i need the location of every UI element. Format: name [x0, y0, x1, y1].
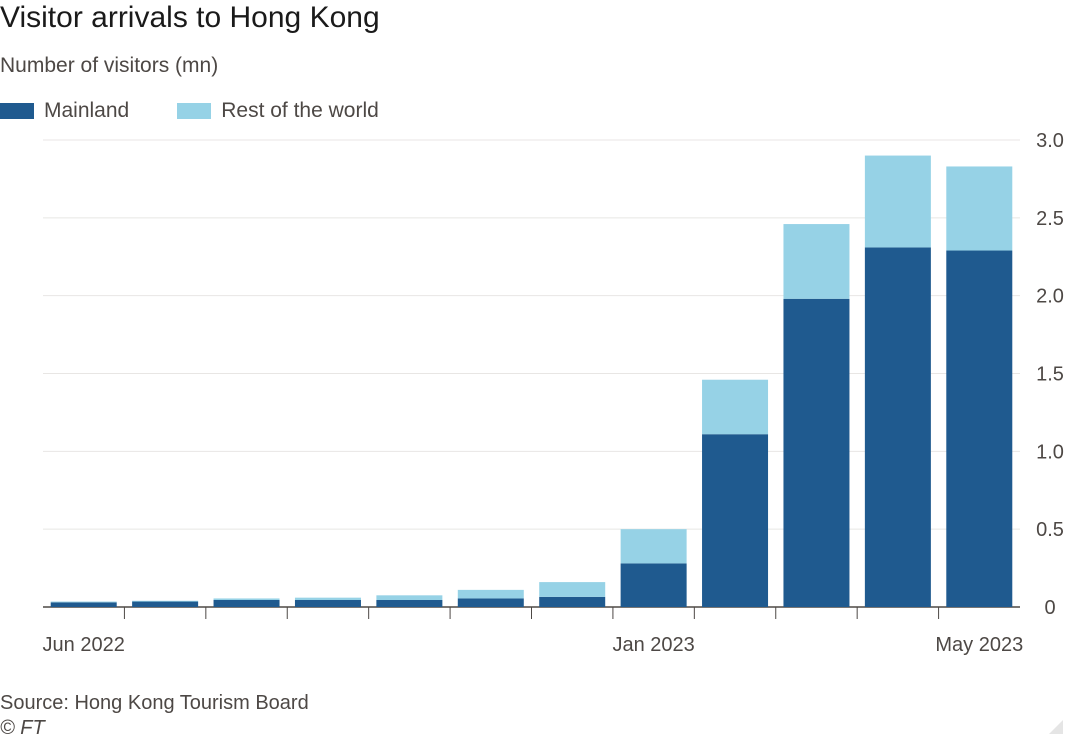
bar-rest-of-world [50, 601, 117, 603]
chart-title: Visitor arrivals to Hong Kong [0, 1, 380, 34]
x-tick-label: May 2023 [935, 634, 1023, 656]
bar-mainland [946, 250, 1013, 608]
bar-mainland [539, 596, 606, 607]
legend-swatch-mainland [0, 103, 34, 119]
bar-mainland [620, 563, 687, 607]
bar-rest-of-world [620, 529, 687, 564]
bar-mainland [457, 598, 524, 607]
chart-subtitle: Number of visitors (mn) [0, 54, 219, 77]
bar-mainland [864, 247, 931, 607]
y-tick-label: 2.0 [1036, 286, 1064, 308]
bar-rest-of-world [457, 589, 524, 599]
legend-label-mainland: Mainland [44, 99, 130, 122]
bar-mainland [376, 599, 443, 607]
source-note: Source: Hong Kong Tourism Board [0, 692, 309, 714]
bar-rest-of-world [539, 582, 606, 597]
bar-mainland [783, 298, 850, 607]
x-tick-label: Jan 2023 [612, 634, 694, 656]
y-tick-label: 1.0 [1036, 441, 1064, 463]
legend-item-rest: Rest of the world [177, 99, 379, 123]
bar-rest-of-world [294, 597, 361, 600]
bar-rest-of-world [864, 155, 931, 248]
bar-rest-of-world [946, 166, 1013, 251]
bar-mainland [294, 599, 361, 607]
bar-mainland [213, 599, 280, 607]
bar-mainland [50, 602, 117, 607]
bar-mainland [702, 434, 769, 607]
bar-rest-of-world [783, 224, 850, 299]
resize-corner-icon [1049, 720, 1063, 734]
y-tick-label: 0 [1044, 597, 1055, 619]
x-tick-label: Jun 2022 [43, 634, 125, 656]
bar-rest-of-world [702, 379, 769, 435]
legend-item-mainland: Mainland [0, 99, 129, 123]
y-tick-label: 1.5 [1036, 364, 1064, 386]
credit-note: © FT [0, 717, 45, 739]
legend-swatch-rest [177, 103, 212, 119]
legend-label-rest: Rest of the world [221, 99, 379, 122]
y-tick-label: 0.5 [1036, 519, 1064, 541]
bar-rest-of-world [376, 595, 443, 600]
y-tick-label: 2.5 [1036, 208, 1064, 230]
bar-mainland [132, 601, 199, 607]
y-tick-label: 3.0 [1036, 130, 1064, 152]
chart-legend: Mainland Rest of the world [0, 99, 427, 123]
bar-rest-of-world [132, 600, 199, 602]
bar-rest-of-world [213, 598, 280, 600]
